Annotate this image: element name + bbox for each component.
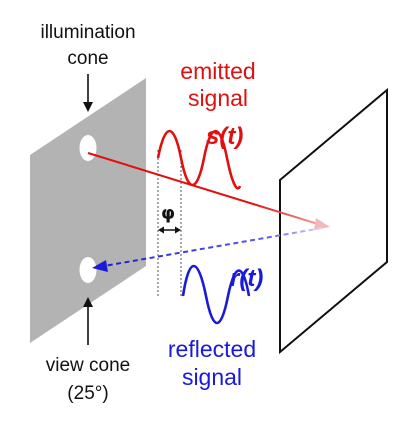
illumination-aperture	[79, 135, 97, 161]
emitted-label-line2: signal	[188, 85, 248, 111]
reflected-ray	[103, 227, 323, 267]
reflected-waveform	[181, 264, 251, 325]
view-pointer-head	[83, 297, 93, 307]
view-label-line2: (25°)	[67, 383, 108, 404]
emitted-ray-arrowhead	[314, 218, 330, 230]
view-label-line1: view cone	[46, 355, 131, 376]
emitted-label-line1: emitted	[180, 58, 255, 84]
reflected-label-line1: reflected	[168, 336, 256, 362]
illumination-pointer-head	[83, 102, 93, 112]
reflected-ray-arrowhead	[92, 260, 108, 272]
reflected-function-label: r(t)	[230, 265, 263, 292]
phase-arrowhead-left	[158, 226, 164, 234]
phase-label: φ	[161, 203, 175, 224]
reflected-label-line2: signal	[182, 364, 242, 390]
emitted-ray	[87, 152, 319, 225]
illumination-label-line2: cone	[67, 48, 108, 69]
illumination-label-line1: illumination	[40, 22, 135, 43]
emitted-function-label: s(t)	[206, 123, 243, 150]
phase-arrowhead-right	[175, 226, 181, 234]
target-plane	[279, 87, 388, 355]
emitted-waveform	[156, 129, 242, 190]
view-aperture	[79, 257, 97, 283]
sensor-panel	[30, 78, 146, 343]
